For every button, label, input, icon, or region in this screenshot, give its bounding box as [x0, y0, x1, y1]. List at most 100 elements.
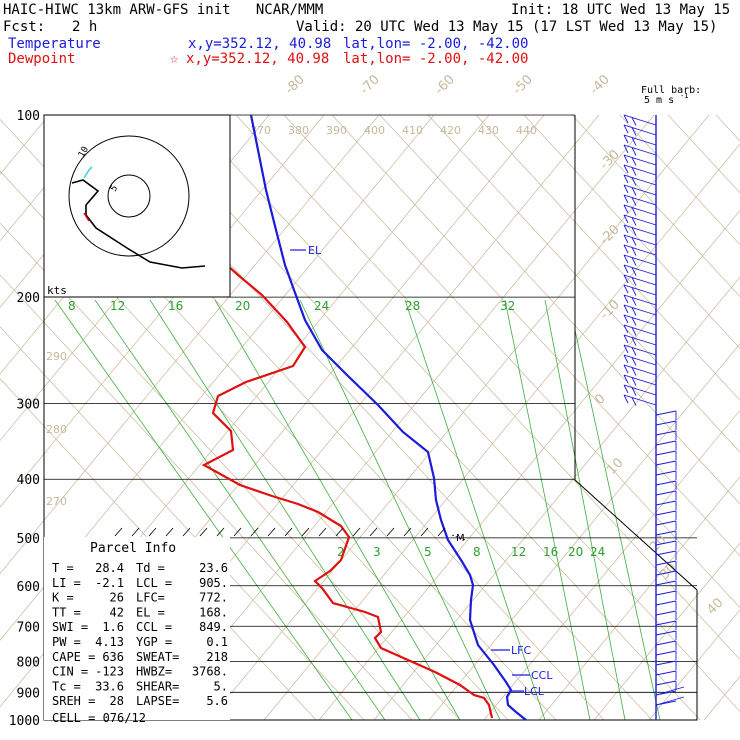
- dewpoint-profile: [201, 114, 494, 719]
- parcel-key: YGP =: [136, 635, 172, 649]
- wind-barb: [623, 364, 657, 376]
- pressure-label: 1000: [9, 714, 40, 729]
- mixing-ratio-label: 32: [500, 299, 515, 313]
- dry-adiabat: [187, 114, 740, 712]
- wind-barb-feather: [631, 127, 637, 136]
- dry-adiabat: [619, 114, 740, 246]
- wind-barb: [623, 324, 657, 336]
- wind-barb-feather: [623, 334, 629, 344]
- hodo-ring-label-outer: 10: [77, 145, 91, 159]
- parcel-key: TT =: [52, 605, 81, 619]
- mixing-ratio-label: 20: [568, 545, 583, 559]
- hatch-tick: [233, 527, 242, 537]
- forecast-hours: 2 h: [72, 19, 98, 35]
- parcel-key: SWI =: [52, 620, 88, 634]
- wind-barb: [623, 204, 657, 216]
- wind-barb-feather: [623, 374, 629, 384]
- wind-barb-feather: [623, 394, 629, 404]
- wind-barb: [623, 114, 657, 126]
- wind-barb: [623, 144, 657, 156]
- hodograph-box: [43, 114, 231, 298]
- parcel-value: 168.: [199, 605, 228, 619]
- dry-adiabat: [235, 114, 740, 661]
- wind-barb-feather: [631, 237, 637, 246]
- isotherm-label: -50: [510, 72, 536, 98]
- wind-barb-feather: [631, 377, 637, 386]
- parcel-value: 4.13: [95, 635, 124, 649]
- parcel-key: K =: [52, 591, 74, 605]
- wind-barb-feather: [623, 144, 629, 154]
- wind-barb-feather: [623, 164, 629, 174]
- wind-barb: [623, 174, 657, 186]
- parcel-value: 5.: [214, 679, 228, 693]
- isotherm: [318, 210, 740, 721]
- wind-barb: [655, 440, 677, 446]
- wind-barb: [655, 620, 677, 626]
- isotherm: [0, 114, 105, 242]
- parcel-key: SHEAR=: [136, 679, 179, 693]
- parcel-value: 636: [102, 650, 124, 664]
- parcel-key: Td =: [136, 561, 165, 575]
- dewpoint-star-icon: ☆: [170, 51, 179, 67]
- wind-barb-feather: [631, 307, 637, 316]
- isotherm: [483, 409, 740, 721]
- mixing-ratio-label: 16: [168, 299, 183, 313]
- parcel-key: Tc =: [52, 679, 81, 693]
- wind-barb: [655, 520, 677, 526]
- hodograph-ring-outer: [68, 135, 190, 257]
- hatch-tick: [420, 527, 429, 537]
- hatch-tick: [437, 527, 446, 537]
- mixing-ratio-line: [214, 299, 461, 721]
- dry-adiabat: [283, 114, 740, 609]
- mixing-ratio-label: 24: [314, 299, 329, 313]
- hodograph-trace-red: [83, 212, 90, 222]
- pressure-label: 100: [17, 109, 40, 124]
- wind-barb-feather: [631, 317, 637, 326]
- parcel-value: 849.: [199, 620, 228, 634]
- wind-barb-feather: [623, 264, 629, 274]
- theta-label: 280: [46, 423, 67, 436]
- dry-adiabat: [715, 114, 740, 142]
- theta-label: 270: [46, 495, 67, 508]
- mixing-ratio-line: [299, 299, 501, 721]
- parcel-value: 33.6: [95, 679, 124, 693]
- isotherm: [428, 343, 740, 721]
- hatch-tick: [352, 527, 361, 537]
- wind-barb-feather: [631, 207, 637, 216]
- wind-barb: [623, 314, 657, 326]
- wind-barb-feather: [631, 117, 637, 126]
- wind-barb: [655, 650, 677, 656]
- wind-barb-feather: [623, 214, 629, 224]
- wind-barb: [623, 124, 657, 136]
- parcel-key: LCL =: [136, 576, 172, 590]
- wind-barb: [655, 410, 677, 416]
- barb-legend-1: Full barb:: [641, 85, 702, 96]
- temperature-profile: [249, 114, 527, 721]
- wind-barb: [655, 430, 677, 436]
- wind-barb-feather: [631, 267, 637, 276]
- isotherm: [593, 542, 740, 721]
- parcel-key: T =: [52, 561, 74, 575]
- mixing-ratio-label: 16: [543, 545, 558, 559]
- isotherm-label: -20: [597, 222, 623, 248]
- wind-barb: [623, 234, 657, 246]
- mixing-ratio-line: [544, 299, 626, 721]
- isotherm-label: 0: [592, 391, 608, 407]
- valid-time: Valid: 20 UTC Wed 13 May 15 (17 LST Wed …: [296, 19, 718, 35]
- theta-label: 420: [440, 124, 461, 137]
- wind-barb: [655, 590, 677, 596]
- mixing-ratio-label: 5: [424, 545, 432, 559]
- wind-barb-feather: [631, 287, 637, 296]
- isotherm-label: -80: [282, 72, 308, 98]
- wind-barb-feather: [623, 204, 629, 214]
- parcel-value: 26: [110, 591, 124, 605]
- wind-barb-feather: [623, 224, 629, 234]
- pressure-label: 500: [17, 532, 40, 547]
- isotherm: [648, 609, 740, 721]
- wind-barb: [623, 344, 657, 356]
- pressure-label: 300: [17, 398, 40, 413]
- parcel-key: CAPE =: [52, 650, 95, 664]
- hatch-tick: [250, 527, 259, 537]
- wind-barb: [623, 334, 657, 346]
- wind-barb: [623, 284, 657, 296]
